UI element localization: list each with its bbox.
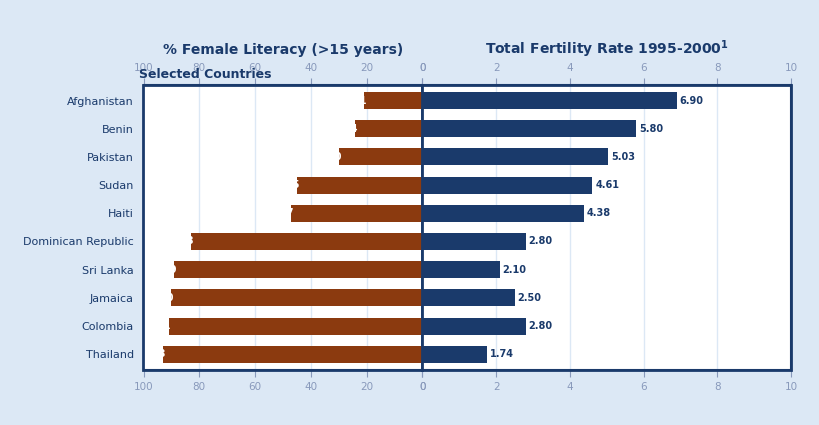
Text: 4.61: 4.61 — [595, 180, 618, 190]
Text: 2.10: 2.10 — [502, 265, 526, 275]
Text: 90: 90 — [161, 293, 174, 303]
Text: 5.03: 5.03 — [610, 152, 634, 162]
Bar — [422, 92, 676, 109]
Text: 91: 91 — [158, 321, 171, 331]
Text: 2.80: 2.80 — [528, 321, 552, 331]
Bar — [296, 177, 422, 193]
Text: 6.90: 6.90 — [679, 96, 703, 105]
Text: 47: 47 — [280, 208, 294, 218]
Bar — [422, 205, 583, 222]
Text: 89: 89 — [163, 265, 177, 275]
Bar — [291, 205, 422, 222]
Text: Selected Countries: Selected Countries — [139, 68, 272, 81]
Bar — [422, 177, 591, 193]
Text: 1.74: 1.74 — [489, 349, 513, 359]
Title: % Female Literacy (>15 years): % Female Literacy (>15 years) — [163, 43, 402, 57]
Bar — [355, 120, 422, 137]
Title: Total Fertility Rate 1995-2000$^{\mathbf{1}}$: Total Fertility Rate 1995-2000$^{\mathbf… — [484, 39, 728, 60]
Bar — [422, 261, 500, 278]
Bar — [169, 317, 422, 334]
Bar — [174, 261, 422, 278]
Bar — [422, 120, 636, 137]
Text: 21: 21 — [353, 96, 366, 105]
Bar — [191, 233, 422, 250]
Bar — [364, 92, 422, 109]
Bar — [422, 289, 514, 306]
Text: 24: 24 — [344, 124, 358, 134]
Bar — [422, 233, 525, 250]
Bar — [338, 148, 422, 165]
Text: 83: 83 — [180, 236, 193, 246]
Bar — [422, 346, 486, 363]
Text: 45: 45 — [286, 180, 299, 190]
Text: 30: 30 — [328, 152, 341, 162]
Text: 2.50: 2.50 — [517, 293, 541, 303]
Text: 2.80: 2.80 — [528, 236, 552, 246]
Text: 5.80: 5.80 — [639, 124, 663, 134]
Bar — [422, 317, 525, 334]
Bar — [163, 346, 422, 363]
Text: 4.38: 4.38 — [586, 208, 610, 218]
Bar — [422, 148, 607, 165]
Bar — [171, 289, 422, 306]
Text: 93: 93 — [152, 349, 165, 359]
